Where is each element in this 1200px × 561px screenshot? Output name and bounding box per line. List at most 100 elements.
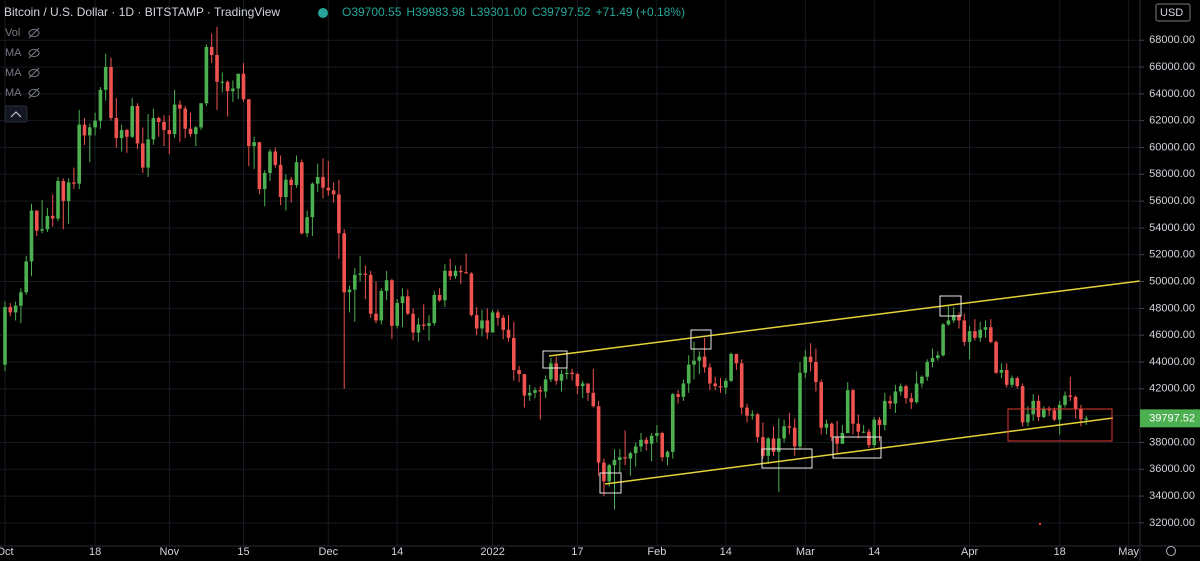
candle-body	[66, 182, 71, 202]
candle-body	[156, 117, 161, 123]
candle-body	[390, 280, 394, 326]
candle-body	[368, 274, 373, 314]
candle-body	[416, 324, 421, 333]
status-dot	[318, 8, 328, 18]
candle-body	[676, 394, 680, 397]
candle-body	[384, 280, 389, 291]
candle-body	[681, 383, 686, 397]
candle-body	[745, 407, 749, 416]
candle-body	[199, 103, 203, 128]
candle-body	[247, 99, 251, 147]
candle-body	[824, 423, 829, 428]
candle-body	[777, 438, 781, 452]
settings-icon[interactable]	[1166, 546, 1176, 556]
candle-body	[840, 433, 845, 444]
candle-body	[24, 261, 28, 293]
indicator-label: MA	[5, 87, 22, 99]
x-tick-label: 14	[868, 546, 880, 558]
candle-body	[861, 431, 866, 433]
candle-body	[612, 459, 617, 466]
y-tick-label: 66000.00	[1149, 61, 1195, 73]
x-tick-label: 18	[89, 546, 101, 558]
x-tick-label: 2022	[480, 546, 504, 558]
legend-value: +71.49 (+0.18%)	[596, 5, 685, 19]
currency-button[interactable]	[1155, 3, 1191, 22]
candle-body	[130, 105, 134, 137]
last-price-label: 39797.52	[1149, 412, 1195, 424]
candle-body	[978, 329, 982, 338]
x-tick-label: 18	[1054, 546, 1066, 558]
candle-body	[591, 392, 596, 407]
candle-body	[898, 386, 903, 392]
candle-body	[628, 453, 633, 459]
y-tick-label: 42000.00	[1149, 383, 1195, 395]
candle-body	[904, 386, 908, 399]
collapse-button[interactable]	[4, 105, 28, 123]
candle-body	[135, 105, 140, 144]
candle-body	[713, 383, 717, 387]
candle-body	[522, 374, 527, 396]
candle-body	[936, 355, 940, 358]
candle-body	[209, 46, 214, 55]
candle-body	[300, 162, 304, 234]
candle-body	[496, 312, 500, 318]
highlight-box	[1007, 408, 1113, 442]
highlight-box	[761, 448, 813, 469]
candle-body	[771, 438, 776, 452]
candle-body	[766, 438, 770, 456]
candle-body	[867, 431, 871, 446]
candle-body	[602, 462, 606, 482]
candle-body	[379, 290, 384, 321]
candle-body	[718, 386, 723, 388]
candle-body	[967, 331, 972, 342]
candle-body	[490, 312, 495, 333]
candle-body	[204, 46, 209, 104]
candle-body	[231, 88, 235, 92]
candle-body	[893, 391, 898, 404]
candle-body	[538, 390, 543, 392]
y-tick-label: 38000.00	[1149, 436, 1195, 448]
candle-body	[262, 172, 267, 190]
candle-body	[729, 353, 733, 381]
highlight-box	[599, 472, 622, 494]
candle-body	[649, 435, 654, 444]
candle-body	[485, 320, 490, 333]
candle-body	[501, 317, 505, 330]
hidden-eye-icon	[28, 69, 40, 77]
y-tick-label: 46000.00	[1149, 329, 1195, 341]
candle-body	[835, 437, 839, 444]
candle-body	[1015, 378, 1020, 387]
hidden-eye-icon	[28, 29, 40, 37]
candle-body	[215, 54, 219, 82]
legend-value: L39301.00	[470, 5, 527, 19]
candle-body	[792, 427, 797, 447]
candle-body	[533, 390, 537, 393]
axes: 32000.0034000.0036000.0038000.0040000.00…	[0, 34, 1200, 558]
candle-body	[45, 215, 50, 230]
x-tick-label: 15	[237, 546, 249, 558]
candle-body	[1084, 418, 1088, 420]
candle-body	[241, 73, 246, 100]
candle-body	[194, 127, 198, 135]
candle-body	[914, 383, 919, 403]
candle-body	[655, 433, 659, 436]
x-tick-label: Dec	[319, 546, 339, 558]
indicator-label: Vol	[5, 27, 20, 39]
candle-body	[623, 457, 627, 459]
candle-body	[3, 307, 7, 365]
candle-body	[72, 182, 76, 184]
candle-body	[358, 273, 362, 275]
grid	[0, 0, 1140, 546]
candle-body	[19, 292, 23, 306]
candle-body	[13, 305, 18, 313]
candle-body	[363, 273, 368, 275]
x-tick-label: Oct	[0, 546, 14, 558]
candle-body	[178, 104, 182, 109]
candle-body	[82, 124, 87, 136]
candle-body	[1042, 408, 1046, 417]
candle-body	[125, 130, 129, 137]
candle-body	[257, 142, 262, 190]
highlight-box	[542, 350, 568, 369]
candle-body	[724, 380, 728, 388]
candle-body	[570, 372, 574, 375]
